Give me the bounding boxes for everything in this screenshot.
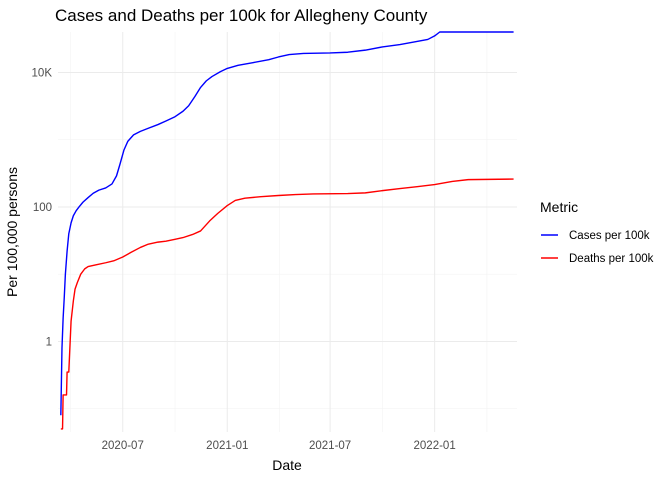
x-axis-title: Date	[272, 457, 302, 473]
series-line-cases	[60, 31, 514, 416]
x-axis-ticks: 2020-07 2021-01 2021-07 2022-01	[102, 440, 456, 452]
chart-title: Cases and Deaths per 100k for Allegheny …	[55, 6, 428, 25]
grid	[58, 32, 517, 432]
series-lines	[60, 31, 514, 430]
x-tick-label: 2021-01	[206, 440, 248, 452]
y-tick-label: 1	[46, 336, 52, 348]
y-axis-ticks: 1 100 10K	[32, 67, 53, 348]
legend: Metric Cases per 100k Deaths per 100k	[540, 199, 654, 265]
legend-label-deaths: Deaths per 100k	[569, 253, 654, 265]
y-axis-title: Per 100,000 persons	[4, 167, 20, 297]
y-tick-label: 10K	[32, 67, 53, 79]
series-line-deaths	[60, 178, 514, 430]
x-tick-label: 2021-07	[309, 440, 351, 452]
y-tick-label: 100	[33, 202, 52, 214]
x-tick-label: 2022-01	[414, 440, 456, 452]
x-tick-label: 2020-07	[102, 440, 144, 452]
legend-title: Metric	[540, 199, 578, 215]
legend-label-cases: Cases per 100k	[569, 230, 650, 242]
